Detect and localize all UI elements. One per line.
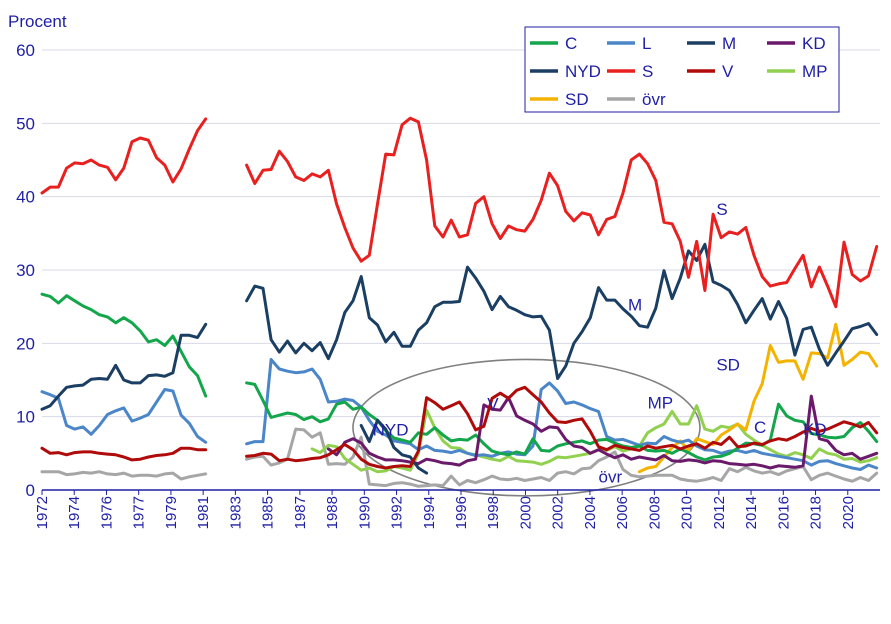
x-tick-label: 2004 (582, 496, 599, 529)
x-tick-label: 1988 (324, 496, 341, 529)
highlight-ellipse (352, 358, 701, 497)
x-tick-label: 2020 (840, 496, 857, 529)
series-line-l (40, 358, 879, 471)
y-axis-ticks: 0 10 20 30 40 50 60 (16, 41, 35, 500)
annotation-label: SD (716, 355, 740, 374)
x-tick-label: 1985 (260, 496, 277, 529)
x-tick-label: 1992 (389, 496, 406, 529)
y-tick-label: 40 (16, 188, 35, 207)
x-tick-label: 2018 (808, 496, 825, 529)
x-tick-label: 1979 (163, 496, 180, 529)
y-tick-label: 60 (16, 41, 35, 60)
legend-label: SD (565, 90, 589, 109)
x-tick-label: 2016 (775, 496, 792, 529)
x-tick-label: 1983 (227, 496, 244, 529)
legend: C L M KD NYD S V MP SD övr (524, 26, 840, 113)
x-tick-label: 1974 (66, 496, 83, 529)
series-line-nyd (359, 418, 429, 475)
x-tick-label: 2014 (743, 496, 760, 529)
highlight-ellipse-shape (352, 358, 701, 497)
y-tick-label: 30 (16, 261, 35, 280)
annotation-label: NYD (373, 421, 409, 440)
y-tick-label: 0 (26, 481, 35, 500)
series-line-c (40, 292, 879, 462)
x-tick-label: 2008 (646, 496, 663, 529)
legend-label: KD (802, 34, 826, 53)
legend-label: C (565, 34, 577, 53)
annotation-label: KD (803, 420, 827, 439)
x-tick-label: 1981 (195, 496, 212, 529)
legend-label: MP (802, 62, 828, 81)
annotation-label: C (754, 418, 766, 437)
legend-label: S (642, 62, 653, 81)
x-tick-label: 2012 (711, 496, 728, 529)
x-tick-label: 1996 (453, 496, 470, 529)
legend-label: V (722, 62, 734, 81)
series-line-s (40, 116, 879, 309)
series-line-ovr (40, 427, 879, 488)
x-tick-label: 1990 (356, 496, 373, 529)
legend-label: övr (642, 90, 666, 109)
x-tick-label: 1976 (98, 496, 115, 529)
x-tick-label: 1977 (131, 496, 148, 529)
legend-label: L (642, 34, 651, 53)
annotation-label: V (487, 394, 499, 413)
series-lines (40, 116, 879, 488)
y-tick-label: 10 (16, 408, 35, 427)
gridlines (42, 49, 880, 418)
x-tick-label: 1998 (485, 496, 502, 529)
annotation-label: MP (648, 394, 674, 413)
x-tick-label: 2002 (550, 496, 567, 529)
series-line-kd (326, 394, 879, 470)
y-tick-label: 50 (16, 114, 35, 133)
y-axis-label: Procent (8, 12, 67, 31)
annotation-label: övr (598, 468, 622, 487)
x-tick-label: 1987 (292, 496, 309, 529)
series-line-v (40, 385, 879, 470)
legend-label: M (722, 34, 736, 53)
annotation-label: M (628, 295, 642, 314)
x-tick-label: 2010 (679, 496, 696, 529)
legend-label: NYD (565, 62, 601, 81)
x-tick-label: 2000 (517, 496, 534, 529)
x-tick-label: 1972 (34, 496, 51, 529)
annotation-label: S (716, 200, 727, 219)
x-axis: 1972 1974 1976 1977 1979 1981 1983 1985 1987 1988… (34, 489, 880, 529)
series-line-m (40, 242, 879, 411)
x-tick-label: 2006 (614, 496, 631, 529)
y-tick-label: 20 (16, 334, 35, 353)
x-tick-label: 1994 (421, 496, 438, 529)
